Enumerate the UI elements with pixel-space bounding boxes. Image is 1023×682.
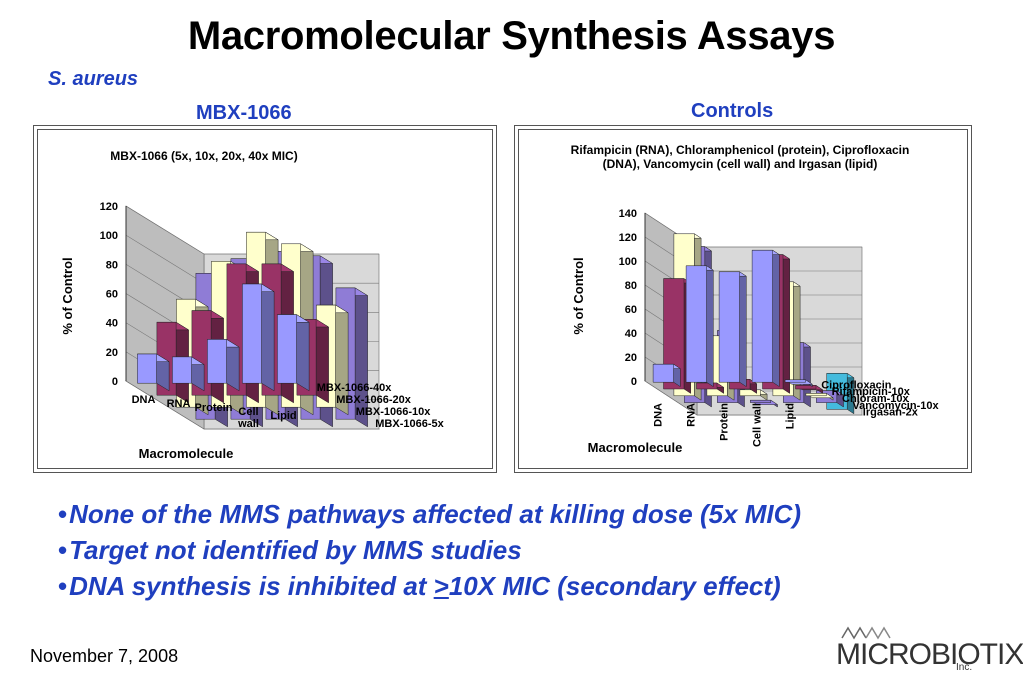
y-tick-label: 80: [625, 280, 637, 292]
series-label: Chloram-10x: [842, 393, 910, 405]
bar-front: [277, 314, 297, 384]
logo-text: MICROBIOTIX: [836, 638, 1023, 671]
y-tick-label: 20: [625, 352, 637, 364]
y-tick-label: 120: [100, 201, 118, 213]
bar-side: [706, 265, 714, 388]
y-tick-label: 60: [625, 304, 637, 316]
y-tick-label: 40: [106, 318, 118, 330]
series-label: MBX-1066-5x: [375, 418, 444, 430]
bar-side: [803, 342, 811, 408]
x-axis-label: Macromolecule: [588, 440, 683, 455]
gridline: [125, 380, 379, 430]
chart-title: (DNA), Vancomycin (cell wall) and Irgasa…: [603, 157, 878, 171]
y-tick-label: 0: [112, 376, 118, 388]
mbx1066-chart: 0 20 40 60 80 100 120 DNA RNA Protein Cell wall Lipi…: [33, 125, 497, 473]
bar-front: [784, 379, 806, 383]
bar-side: [782, 254, 790, 394]
gridline: [125, 205, 379, 255]
bar-side: [772, 249, 780, 388]
x-category-label: Lipid: [270, 410, 296, 422]
x-category-label: Lipid: [785, 403, 797, 429]
bar-side: [261, 283, 275, 392]
chart-title: MBX-1066 (5x, 10x, 20x, 40x MIC): [110, 149, 297, 163]
bullet-item: •DNA synthesis is inhibited at >10X MIC …: [58, 571, 781, 601]
microbiotix-logo: MICROBIOTIX Inc.: [832, 624, 1023, 673]
bar-front: [663, 278, 685, 390]
bar-front: [751, 249, 773, 383]
y-tick-label: 40: [625, 328, 637, 340]
bar-front: [242, 283, 262, 384]
logo-suffix: Inc.: [956, 662, 973, 673]
bar-front: [718, 271, 740, 383]
left-panel-heading: MBX-1066: [196, 102, 292, 124]
organism-label: S. aureus: [48, 68, 139, 90]
y-axis-label: % of Control: [571, 257, 586, 334]
x-category-label: Cell wall: [752, 403, 764, 447]
y-axis-label: % of Control: [60, 257, 75, 334]
y-tick-label: 60: [106, 289, 118, 301]
bar-side: [739, 271, 747, 388]
footer-date: November 7, 2008: [30, 646, 179, 666]
x-category-label: Protein: [719, 403, 731, 441]
series-label: Ciprofloxacin: [821, 379, 892, 391]
series-label: MBX-1066-40x: [317, 382, 392, 394]
y-tick-label: 100: [619, 256, 637, 268]
bar-front: [805, 393, 827, 397]
x-category-label: RNA: [686, 403, 698, 427]
bar-front: [750, 399, 772, 403]
bullet-item: •Target not identified by MMS studies: [58, 535, 522, 565]
series-label: Vancomycin-10x: [852, 400, 939, 412]
bar-front: [207, 339, 227, 384]
bullet-list: •None of the MMS pathways affected at ki…: [58, 496, 801, 604]
logo-mark-icon: [841, 626, 891, 640]
bar-front: [739, 389, 761, 397]
bar-front: [652, 363, 674, 383]
y-tick-label: 20: [106, 347, 118, 359]
x-category-label: Protein: [195, 402, 233, 414]
y-tick-label: 100: [100, 230, 118, 242]
bar-front: [795, 385, 817, 390]
x-category-label: DNA: [653, 403, 665, 427]
series-label: Irgasan-2x: [863, 407, 919, 419]
y-tick-label: 0: [631, 376, 637, 388]
y-tick-label: 80: [106, 259, 118, 271]
gridline: [644, 380, 862, 416]
x-category-label: DNA: [132, 394, 156, 406]
bullet-item: •None of the MMS pathways affected at ki…: [58, 499, 802, 529]
bar-front: [685, 265, 707, 383]
x-category-label: Cell wall: [237, 406, 259, 430]
slide-title: Macromolecular Synthesis Assays: [187, 14, 836, 58]
series-label: MBX-1066-10x: [356, 406, 431, 418]
series-label: MBX-1066-20x: [336, 394, 411, 406]
bar-front: [696, 382, 718, 390]
mbx1066-chart-svg: 0 20 40 60 80 100 120 DNA RNA Protein Cell wall Lipi…: [60, 149, 445, 461]
x-category-label: RNA: [167, 398, 191, 410]
bar-front: [172, 356, 192, 384]
series-label: Rifampicin-10x: [832, 386, 911, 398]
bar-front: [137, 353, 157, 384]
right-panel-heading: Controls: [691, 100, 774, 122]
bar-side: [296, 314, 310, 392]
y-tick-label: 140: [619, 208, 637, 220]
controls-chart: 0 20 40 60 80 100 120 140 DNA RNA Protein Cell wall…: [514, 125, 972, 473]
x-axis-label: Macromolecule: [139, 446, 234, 461]
y-tick-label: 120: [619, 232, 637, 244]
chart-title: Rifampicin (RNA), Chloramphenicol (prote…: [571, 143, 910, 157]
controls-chart-svg: 0 20 40 60 80 100 120 140 DNA RNA Protein Cell wall…: [571, 143, 940, 455]
